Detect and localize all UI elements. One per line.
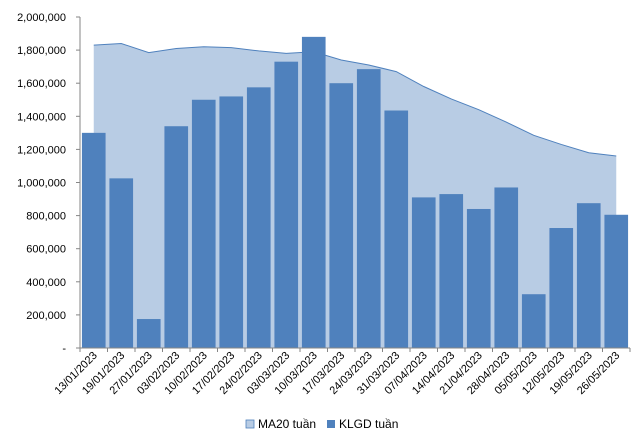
y-tick-label-9: 1,800,000: [17, 45, 66, 57]
ma20-line: [93, 42, 617, 157]
y-tick-label-3: 600,000: [26, 244, 66, 256]
legend-label-ma20: MA20 tuần: [258, 417, 316, 431]
legend-label-klgd: KLGD tuần: [339, 417, 398, 431]
klgd-bar-9: [329, 83, 354, 348]
klgd-bar-16: [521, 294, 546, 348]
y-tick-label-7: 1,400,000: [17, 111, 66, 123]
klgd-bar-10: [356, 69, 381, 348]
x-tick-labels: 13/01/202319/01/202327/01/202303/02/2023…: [52, 350, 622, 397]
y-tick-label-2: 400,000: [26, 277, 66, 289]
klgd-bar-0: [81, 132, 106, 348]
klgd-bar-17: [549, 228, 574, 348]
axes: [76, 16, 631, 352]
klgd-bar-7: [274, 61, 299, 349]
y-tick-labels: - 200,000 400,000 600,000 800,000 1,000,000 1,…: [17, 12, 66, 355]
y-tick-label-8: 1,600,000: [17, 78, 66, 90]
klgd-bar-11: [384, 110, 409, 348]
klgd-bar-14: [466, 208, 491, 348]
klgd-bar-2: [136, 319, 161, 348]
klgd-bar-5: [219, 96, 244, 348]
klgd-bar-12: [411, 197, 436, 348]
klgd-bar-8: [301, 36, 326, 349]
y-tick-label-10: 2,000,000: [17, 12, 66, 24]
klgd-bar-13: [439, 194, 464, 348]
y-tick-label-6: 1,200,000: [17, 144, 66, 156]
klgd-bar-18: [576, 203, 601, 348]
klgd-bar-19: [604, 214, 629, 348]
klgd-bar-6: [246, 87, 271, 349]
klgd-bar-layer: [81, 36, 629, 349]
klgd-bar-3: [164, 126, 189, 348]
y-tick-label-0: -: [62, 343, 66, 355]
legend: MA20 tuần KLGD tuần: [245, 417, 398, 431]
klgd-bar-15: [494, 187, 519, 348]
y-tick-label-1: 200,000: [26, 310, 66, 322]
y-tick-label-5: 1,000,000: [17, 178, 66, 190]
y-tick-label-4: 800,000: [26, 211, 66, 223]
legend-swatch-ma20: [245, 419, 255, 429]
klgd-bar-4: [191, 99, 216, 348]
klgd-bar-1: [109, 178, 134, 348]
legend-swatch-klgd: [327, 420, 335, 428]
